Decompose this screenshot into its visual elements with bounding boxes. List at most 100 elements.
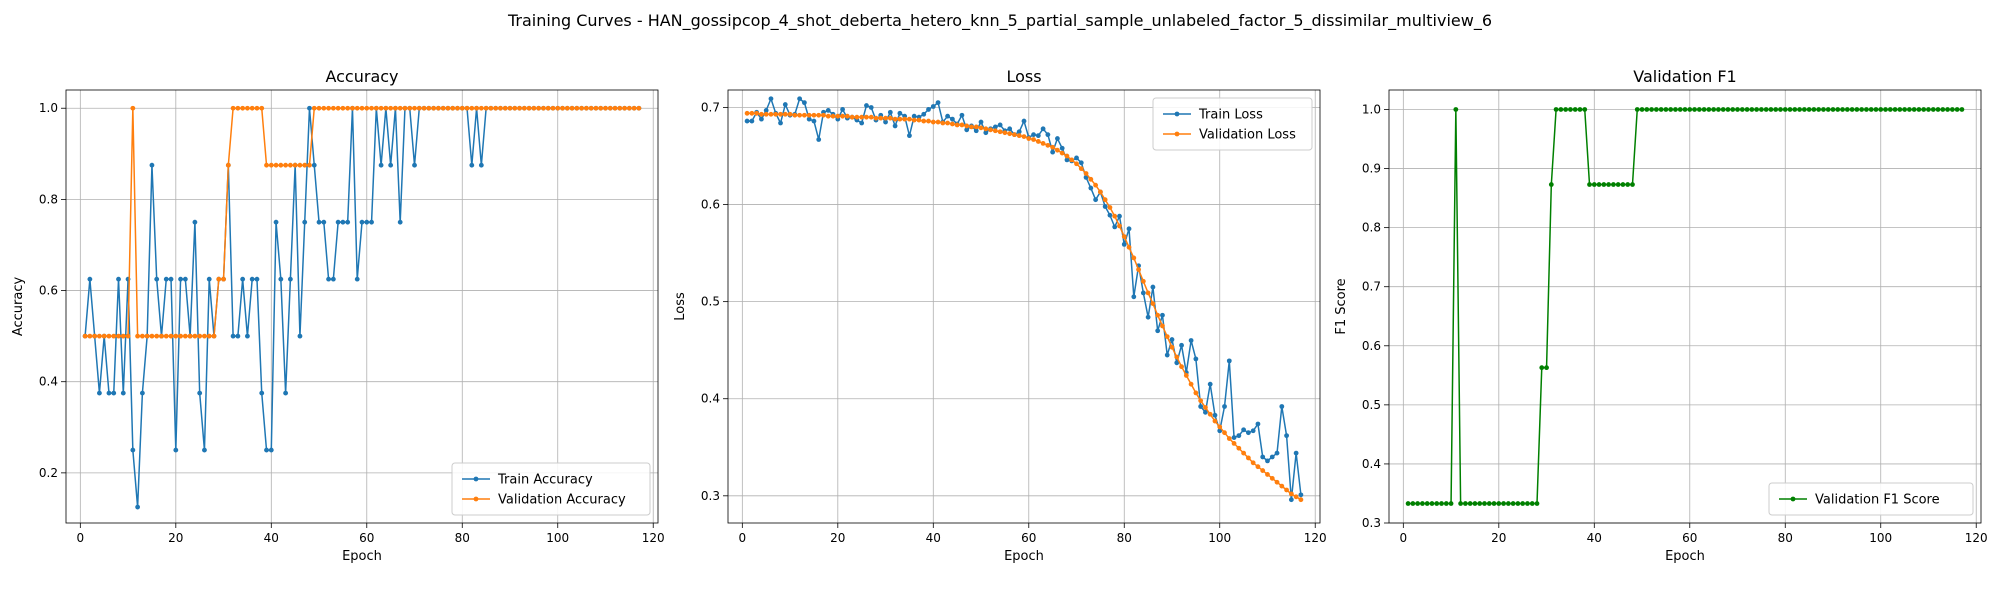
validation-loss-point	[1112, 213, 1118, 219]
train-accuracy-point	[268, 447, 274, 453]
train-loss-point	[1040, 126, 1046, 132]
loss-legend-box	[1152, 97, 1313, 151]
validation-f1-score-point	[1644, 107, 1650, 112]
validation-f1-x-tick-label: 80	[1778, 531, 1793, 545]
accuracy-y-axis-label: Accuracy	[11, 277, 26, 337]
validation-loss-point	[988, 127, 993, 133]
validation-loss-point	[1107, 205, 1113, 210]
validation-f1-score-point	[1949, 107, 1955, 112]
train-loss-point	[1231, 435, 1237, 440]
train-loss-point	[1007, 126, 1013, 132]
train-accuracy-point	[182, 276, 188, 282]
train-loss-point	[1260, 454, 1266, 460]
validation-accuracy-point	[254, 105, 260, 111]
validation-f1-score-point	[1878, 107, 1884, 112]
validation-f1-score-point	[1610, 182, 1616, 187]
loss-x-tick-label: 0	[739, 531, 747, 545]
loss-axes-frame	[727, 89, 1321, 524]
validation-accuracy-point	[259, 105, 265, 111]
validation-loss-point	[1279, 483, 1285, 489]
validation-f1-score-point	[1525, 501, 1530, 506]
validation-f1-score-point	[1568, 107, 1573, 112]
validation-accuracy-point	[87, 333, 93, 339]
validation-accuracy-point	[440, 105, 446, 111]
validation-loss-point	[935, 119, 941, 125]
validation-accuracy-point	[612, 105, 618, 111]
validation-accuracy-point	[101, 333, 107, 339]
train-accuracy-point	[173, 447, 179, 453]
validation-f1-score-point	[1864, 107, 1869, 112]
train-accuracy-point	[120, 390, 126, 396]
loss-panel: 0 20 40 60 80 100 120 0.3 0.4 0.5 0.6 0.7 Loss Epoch L…	[673, 67, 1327, 564]
validation-accuracy-point	[335, 105, 341, 111]
validation-f1-score-point	[1615, 182, 1621, 187]
validation-f1-score-point	[1778, 107, 1783, 112]
validation-loss-point	[840, 113, 845, 119]
validation-loss-point	[1088, 176, 1094, 182]
validation-accuracy-point	[221, 276, 226, 282]
validation-f1-score-point	[1930, 107, 1936, 112]
validation-f1-score-point	[1806, 107, 1812, 112]
validation-accuracy-point	[407, 105, 413, 111]
validation-loss-point	[969, 124, 974, 130]
train-accuracy-point	[297, 333, 303, 339]
validation-f1-score-point	[1859, 107, 1865, 112]
validation-accuracy-point	[564, 105, 570, 111]
validation-f1-score-point	[1926, 107, 1931, 112]
validation-accuracy-point	[354, 105, 360, 111]
train-loss-point	[806, 116, 812, 122]
validation-loss-point	[1012, 132, 1017, 138]
train-accuracy-point	[359, 219, 365, 225]
train-accuracy-point	[330, 276, 336, 282]
validation-loss-point	[1055, 147, 1060, 153]
validation-accuracy-point	[393, 105, 398, 111]
train-accuracy-point	[412, 162, 417, 168]
validation-f1-legend: Validation F1 Score	[1768, 482, 1974, 516]
train-loss-point	[1279, 404, 1285, 409]
validation-f1-score-point	[1653, 107, 1659, 112]
validation-loss-point	[864, 114, 869, 120]
validation-loss-point	[768, 111, 774, 117]
train-loss-point	[959, 112, 965, 118]
validation-accuracy-point	[369, 105, 374, 111]
validation-loss-point	[916, 117, 922, 123]
accuracy-title: Accuracy	[325, 67, 398, 86]
train-loss-point	[1207, 381, 1213, 387]
validation-accuracy-point	[426, 105, 432, 111]
validation-f1-score-point	[1768, 107, 1774, 112]
validation-loss-point	[759, 111, 764, 117]
validation-accuracy-point	[569, 105, 575, 111]
loss-y-tick-label: 0.4	[701, 392, 720, 406]
validation-f1-score-point	[1539, 365, 1545, 371]
validation-f1-score-point	[1720, 107, 1726, 112]
validation-f1-score-point	[1496, 501, 1502, 506]
validation-accuracy-point	[478, 105, 484, 111]
train-accuracy-point	[321, 219, 327, 225]
train-loss-point	[1160, 312, 1165, 318]
train-loss-point	[768, 96, 774, 102]
validation-accuracy-point	[435, 105, 441, 111]
validation-f1-score-point	[1420, 501, 1425, 506]
validation-f1-y-tick-label: 0.5	[1362, 398, 1381, 412]
validation-loss-point	[1145, 290, 1151, 296]
train-loss-point	[1217, 428, 1223, 434]
loss-y-tick-label: 0.7	[701, 100, 720, 114]
validation-loss-point	[1217, 424, 1223, 430]
validation-accuracy-point	[359, 105, 365, 111]
validation-accuracy-point	[149, 333, 155, 339]
validation-accuracy-point	[139, 333, 145, 339]
validation-f1-score-point	[1959, 107, 1965, 112]
validation-accuracy-point	[512, 105, 518, 111]
train-loss-point	[1155, 328, 1161, 334]
validation-f1-score-point	[1596, 182, 1602, 187]
validation-f1-score-point	[1529, 501, 1535, 506]
validation-loss-point	[1226, 436, 1232, 441]
train-accuracy-point	[326, 276, 331, 282]
validation-accuracy-point	[245, 105, 250, 111]
train-loss-point	[1203, 409, 1208, 415]
validation-loss-point	[797, 112, 803, 118]
train-accuracy-point	[388, 162, 394, 168]
validation-loss-point	[749, 110, 755, 116]
validation-f1-y-tick-label: 0.3	[1362, 516, 1381, 530]
validation-loss-point	[878, 115, 884, 121]
